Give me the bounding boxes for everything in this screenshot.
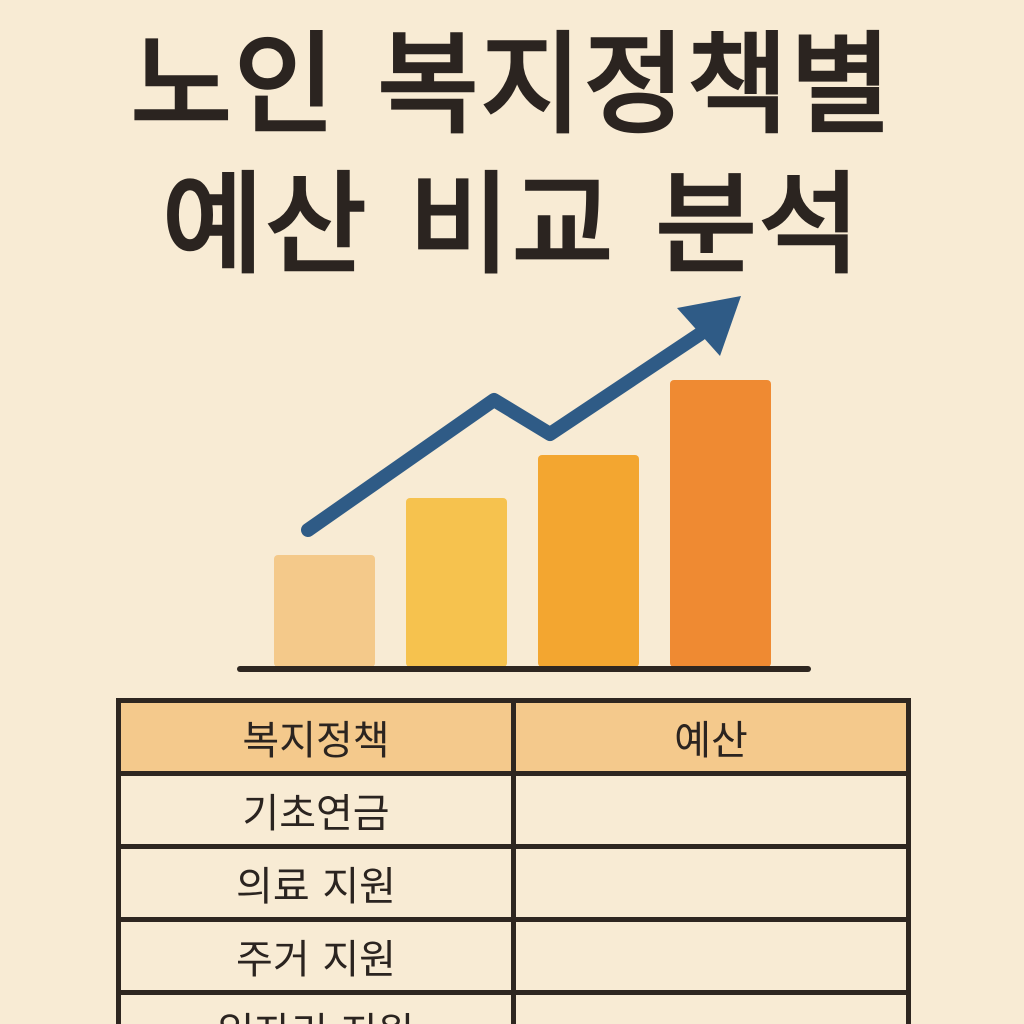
bar-4 [670, 380, 771, 667]
header-policy: 복지정책 [116, 698, 516, 776]
bar-2 [406, 498, 507, 667]
budget-cell [511, 771, 911, 849]
bar-3 [538, 455, 639, 667]
budget-cell [511, 990, 911, 1024]
policy-cell: 기초연금 [116, 771, 516, 849]
table-row: 기초연금 [116, 771, 911, 849]
header-budget: 예산 [511, 698, 911, 776]
title-line-2: 예산 비교 분석 [162, 161, 862, 289]
policy-cell: 일자리 지원 [116, 990, 516, 1024]
title-line-1: 노인 복지정책별 [130, 21, 894, 149]
table-row: 주거 지원 [116, 917, 911, 995]
policy-cell: 의료 지원 [116, 844, 516, 922]
budget-cell [511, 844, 911, 922]
rising-trend-arrow-icon [301, 296, 741, 537]
bar-1 [274, 555, 375, 667]
budget-cell [511, 917, 911, 995]
policy-cell: 주거 지원 [116, 917, 516, 995]
table-header-row: 복지정책 예산 [116, 698, 911, 776]
budget-table: 복지정책 예산 기초연금 의료 지원 주거 지원 일자리 지원 [116, 698, 911, 1024]
table-row: 의료 지원 [116, 844, 911, 922]
table-row: 일자리 지원 [116, 990, 911, 1024]
